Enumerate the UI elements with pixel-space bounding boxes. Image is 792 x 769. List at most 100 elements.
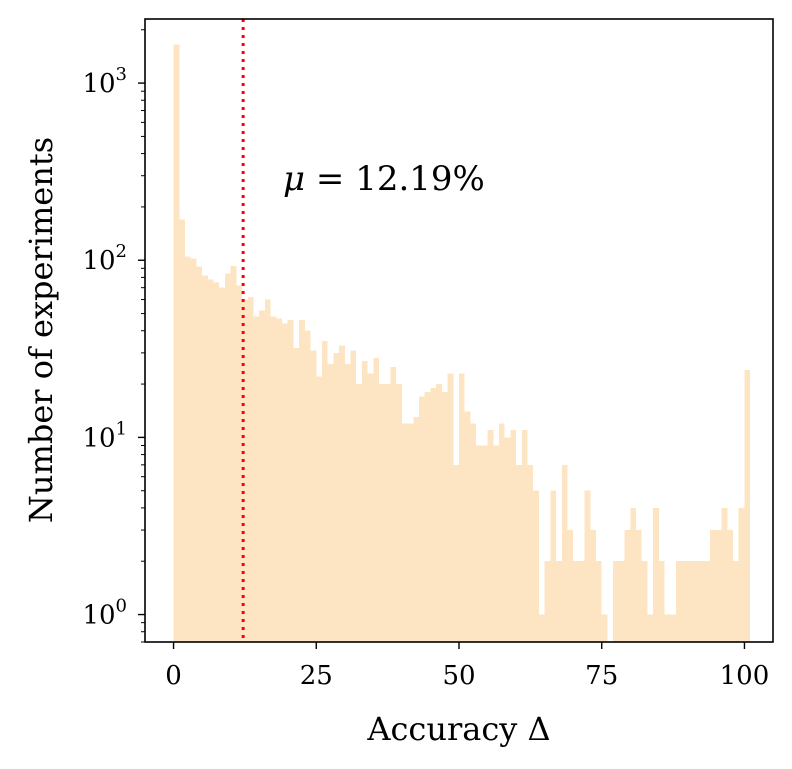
histogram-bar bbox=[675, 561, 682, 642]
histogram-bar bbox=[384, 384, 391, 642]
histogram-bar bbox=[356, 384, 362, 642]
x-tick-label: 100 bbox=[720, 661, 770, 691]
histogram-bar bbox=[733, 561, 739, 642]
histogram-bar bbox=[259, 310, 265, 642]
y-tick-label: 101 bbox=[82, 418, 127, 453]
histogram-bar bbox=[487, 430, 494, 642]
x-tick-label: 0 bbox=[165, 661, 182, 691]
y-axis-label: Number of experiments bbox=[22, 137, 60, 523]
histogram-bar bbox=[430, 388, 437, 642]
histogram-bar bbox=[264, 299, 271, 642]
histogram-bar bbox=[481, 445, 488, 642]
histogram-bar bbox=[453, 464, 459, 642]
histogram-bar bbox=[698, 561, 705, 642]
histogram-bar bbox=[704, 561, 711, 642]
y-axis: 100 101 102 103 bbox=[82, 29, 145, 643]
histogram-bar bbox=[339, 345, 345, 642]
histogram-bar bbox=[738, 507, 745, 642]
histogram-bar bbox=[390, 366, 397, 642]
histogram-bar bbox=[413, 417, 420, 642]
histogram-bar bbox=[464, 411, 471, 642]
histogram-bar bbox=[184, 256, 191, 642]
histogram-bar bbox=[670, 614, 676, 642]
histogram-bar bbox=[590, 530, 597, 642]
histogram-bar bbox=[658, 561, 665, 642]
histogram-bar bbox=[253, 316, 260, 642]
histogram-bar bbox=[379, 384, 385, 642]
y-tick-label: 100 bbox=[82, 596, 127, 631]
histogram-bar bbox=[578, 561, 585, 642]
histogram-bar bbox=[401, 423, 408, 642]
mean-annotation: μ = 12.19% bbox=[283, 159, 485, 199]
histogram-bar bbox=[242, 299, 248, 642]
histogram-bar bbox=[527, 464, 534, 642]
histogram-bar bbox=[584, 490, 591, 642]
histogram-bar bbox=[653, 507, 659, 642]
histogram-bar bbox=[247, 297, 254, 642]
histogram-bar bbox=[367, 373, 374, 642]
histogram-bar bbox=[556, 561, 562, 642]
mean-annotation-symbol: μ bbox=[283, 159, 305, 199]
histogram-bar bbox=[276, 318, 283, 642]
histogram-bar bbox=[544, 561, 551, 642]
histogram-bars bbox=[173, 44, 751, 642]
histogram-bar bbox=[533, 490, 539, 642]
mean-annotation-text: = 12.19% bbox=[305, 159, 485, 199]
x-tick-label: 75 bbox=[585, 661, 618, 691]
histogram-bar bbox=[179, 219, 185, 642]
histogram-bar bbox=[424, 392, 431, 642]
histogram-bar bbox=[219, 287, 225, 642]
histogram-bar bbox=[316, 376, 322, 642]
histogram-bar bbox=[373, 358, 380, 642]
histogram-bar bbox=[618, 561, 625, 642]
histogram-bar bbox=[630, 507, 636, 642]
histogram-bar bbox=[270, 316, 277, 642]
histogram-bar bbox=[230, 265, 237, 642]
histogram-bar bbox=[224, 273, 231, 642]
histogram-bar bbox=[299, 319, 305, 642]
x-tick-label: 25 bbox=[300, 661, 333, 691]
histogram-bar bbox=[664, 614, 671, 642]
histogram-bar bbox=[647, 614, 654, 642]
histogram-bar bbox=[476, 445, 482, 642]
histogram-bar bbox=[236, 285, 243, 642]
histogram-bar bbox=[173, 44, 180, 642]
histogram-bar bbox=[459, 373, 465, 642]
histogram-bar bbox=[304, 330, 311, 642]
histogram-bar bbox=[310, 350, 317, 642]
y-tick-label: 102 bbox=[82, 241, 127, 276]
histogram-bar bbox=[396, 384, 402, 642]
y-tick-label: 103 bbox=[82, 64, 127, 99]
histogram-bar bbox=[407, 423, 414, 642]
histogram-bar bbox=[207, 279, 214, 642]
histogram-bar bbox=[333, 352, 340, 642]
histogram-bar bbox=[596, 561, 602, 642]
histogram-bar bbox=[538, 614, 545, 642]
histogram-bar bbox=[521, 430, 528, 642]
histogram-bar bbox=[441, 392, 448, 642]
histogram-bar bbox=[196, 266, 203, 642]
histogram-bar bbox=[561, 464, 568, 642]
histogram-bar bbox=[470, 423, 477, 642]
histogram-bar bbox=[447, 373, 454, 642]
x-axis-label: Accuracy Δ bbox=[366, 710, 550, 748]
histogram-bar bbox=[493, 445, 499, 642]
histogram-bar bbox=[419, 396, 425, 642]
histogram-bar bbox=[567, 530, 574, 642]
histogram-bar bbox=[710, 530, 716, 642]
histogram-bar bbox=[498, 423, 505, 642]
histogram-bar bbox=[282, 323, 288, 642]
histogram-bar bbox=[327, 363, 334, 642]
x-axis: 0 25 50 75 100 bbox=[165, 642, 769, 691]
histogram-bar bbox=[727, 530, 734, 642]
histogram-bar bbox=[715, 530, 722, 642]
histogram-bar bbox=[287, 319, 294, 642]
histogram-bar bbox=[635, 530, 642, 642]
histogram-bar bbox=[516, 464, 522, 642]
histogram-bar bbox=[436, 384, 442, 642]
histogram-bar bbox=[293, 347, 300, 642]
histogram-bar bbox=[687, 561, 694, 642]
histogram-bar bbox=[601, 614, 608, 642]
histogram-bar bbox=[693, 561, 699, 642]
